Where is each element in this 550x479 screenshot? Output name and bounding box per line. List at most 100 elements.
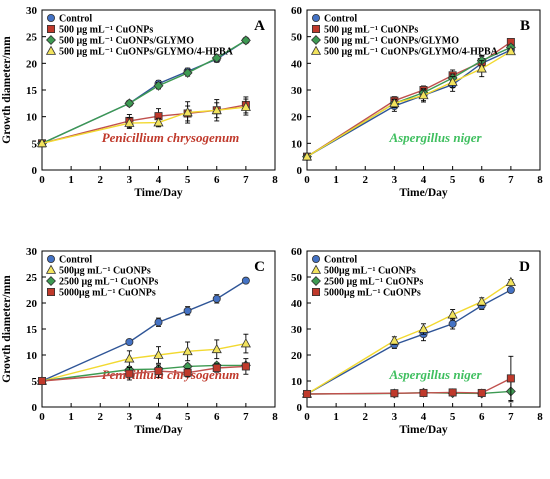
data-point [240, 338, 251, 348]
data-point [447, 309, 458, 319]
legend-marker [45, 264, 57, 274]
data-point [125, 369, 134, 378]
y-tick-label: 0 [297, 402, 303, 414]
data-point [154, 318, 163, 327]
series-line [306, 50, 512, 158]
data-point [212, 363, 221, 372]
y-tick-label: 20 [291, 112, 303, 124]
series-3 [38, 358, 250, 385]
legend-label: 2500 μg mL⁻¹ CuONPs [59, 277, 158, 288]
legend-marker [47, 24, 56, 33]
data-point [240, 101, 251, 111]
x-tick-label: 2 [363, 174, 369, 186]
data-point [241, 276, 250, 285]
y-tick-label: 30 [26, 246, 38, 258]
panel-c: 0 1 2 3 4 5 6 7 8 0 5 10 15 20 25 30 Time/Day Growth diam… [1, 246, 278, 436]
y-tick-label: 0 [297, 165, 303, 177]
y-tick-label: 60 [291, 246, 303, 258]
data-point [419, 388, 428, 397]
series-3 [36, 98, 251, 148]
y-tick-label: 50 [291, 32, 303, 44]
x-tick-label: 7 [243, 411, 249, 423]
series-line [41, 365, 246, 382]
series-line [306, 377, 512, 395]
legend-label: Control [324, 255, 357, 266]
data-point [36, 137, 48, 148]
data-point [38, 376, 47, 385]
data-point [124, 98, 135, 109]
legend-marker [311, 254, 320, 263]
x-tick-label: 5 [450, 174, 456, 186]
data-point [389, 97, 400, 108]
legend-marker [311, 24, 320, 33]
x-tick-label: 5 [185, 411, 191, 423]
series-line [306, 281, 512, 395]
y-tick-label: 10 [26, 112, 38, 124]
series-line [41, 342, 247, 382]
legend-label: Control [59, 14, 92, 25]
legend-label: 500 μg mL⁻¹ CuONPs [59, 25, 153, 36]
y-tick-label: 10 [291, 138, 303, 150]
data-point [302, 389, 311, 398]
legend-label: 5000μg mL⁻¹ CuONPs [59, 288, 156, 299]
x-axis-label: Time/Day [134, 187, 183, 199]
data-point [125, 337, 134, 346]
data-point [211, 53, 222, 63]
data-point [301, 151, 313, 161]
x-tick-label: 6 [214, 174, 220, 186]
data-point [153, 80, 164, 91]
panel-b: 0 1 2 3 4 5 6 7 8 0 10 20 30 40 50 60 Time/Day B Aspergill… [291, 5, 543, 199]
series-line [41, 280, 247, 382]
x-tick-label: 8 [272, 174, 278, 186]
data-point [476, 63, 487, 73]
x-tick-label: 0 [39, 174, 45, 186]
data-point [505, 276, 516, 287]
x-tick-label: 7 [508, 174, 514, 186]
y-tick-label: 0 [32, 165, 38, 177]
legend-label: 500 μg mL⁻¹ CuONPs [324, 25, 418, 36]
series-1 [36, 333, 251, 385]
legend-marker [46, 276, 56, 286]
y-tick-label: 50 [291, 272, 303, 284]
x-tick-label: 2 [98, 411, 104, 423]
y-tick-label: 40 [291, 58, 303, 70]
x-tick-label: 5 [450, 411, 456, 423]
species-annotation: Aspergillus niger [388, 367, 482, 382]
legend-label: 500 μg mL⁻¹ CuONPs/GLYMO [324, 36, 459, 47]
data-point [182, 106, 193, 117]
y-tick-label: 30 [291, 324, 303, 336]
data-point [241, 362, 250, 371]
x-tick-label: 7 [508, 411, 514, 423]
x-tick-label: 3 [392, 174, 398, 186]
x-tick-label: 3 [127, 411, 133, 423]
x-tick-label: 6 [479, 174, 485, 186]
x-tick-label: 1 [68, 174, 74, 186]
x-tick-label: 6 [479, 411, 485, 423]
data-point [418, 89, 429, 100]
x-tick-label: 3 [392, 411, 398, 423]
series-line [306, 49, 512, 158]
y-axis-label: Growth diameter/mm [1, 36, 13, 144]
x-axis-label: Time/Day [134, 424, 183, 436]
data-point [240, 35, 251, 46]
data-point [182, 67, 193, 78]
series-3 [301, 45, 516, 161]
data-point [212, 294, 221, 303]
x-tick-label: 8 [272, 411, 278, 423]
legend-marker [310, 45, 322, 55]
series-line [306, 289, 512, 395]
legend-marker [311, 276, 321, 286]
x-tick-label: 0 [304, 411, 310, 423]
legend-label: 500 μg mL⁻¹ CuONPs/GLYMO/4-HPBA [59, 47, 234, 58]
y-tick-label: 15 [26, 85, 38, 97]
y-tick-label: 20 [26, 298, 38, 310]
data-point [211, 104, 222, 115]
y-tick-label: 0 [32, 402, 38, 414]
data-point [154, 367, 163, 376]
x-tick-label: 1 [333, 411, 339, 423]
data-point [448, 388, 457, 397]
legend-marker [311, 35, 321, 45]
legend-marker [46, 35, 56, 45]
x-tick-label: 2 [98, 174, 104, 186]
